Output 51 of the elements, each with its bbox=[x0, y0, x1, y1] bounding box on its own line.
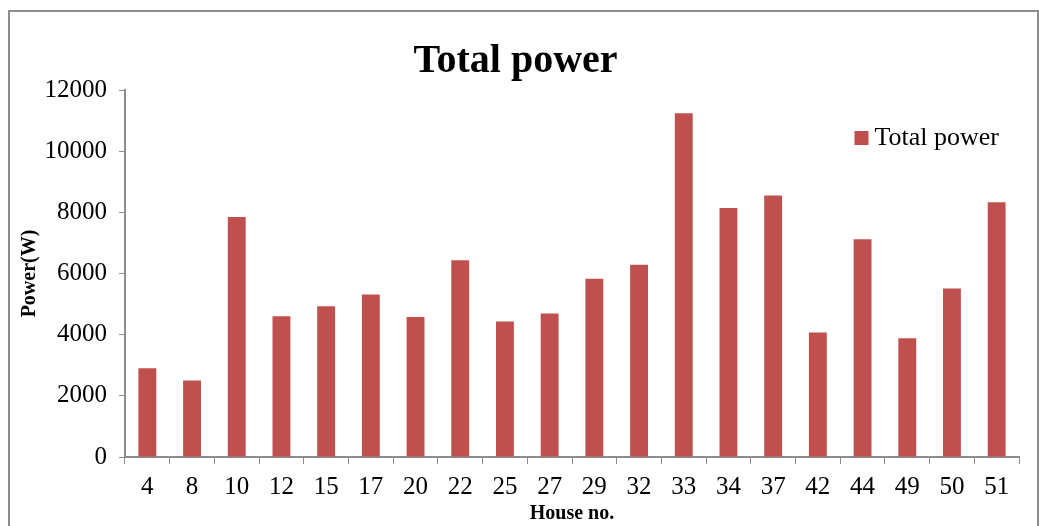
x-tick-label: 12 bbox=[268, 471, 294, 499]
x-tick-label: 50 bbox=[939, 471, 965, 499]
bar bbox=[987, 202, 1006, 457]
chart-title: Total power bbox=[413, 36, 618, 82]
bar bbox=[406, 316, 425, 457]
x-axis-title: House no. bbox=[529, 501, 615, 524]
bar bbox=[496, 321, 514, 457]
x-tick-label: 27 bbox=[537, 471, 563, 499]
x-tick-label: 42 bbox=[805, 471, 831, 499]
x-tick-label: 4 bbox=[141, 471, 155, 499]
x-tick-label: 32 bbox=[626, 471, 652, 499]
bar bbox=[898, 338, 917, 457]
bar bbox=[183, 380, 201, 457]
y-tick-label: 2000 bbox=[57, 380, 107, 408]
x-tick-label: 22 bbox=[447, 471, 473, 499]
y-tick-label: 8000 bbox=[57, 196, 107, 224]
bar bbox=[764, 195, 783, 457]
bar bbox=[853, 239, 872, 457]
x-tick-label: 49 bbox=[894, 471, 920, 499]
bar bbox=[630, 264, 648, 457]
x-tick-label: 44 bbox=[850, 471, 876, 499]
x-tick-label: 15 bbox=[313, 471, 339, 499]
bar bbox=[540, 313, 559, 457]
y-tick-label: 10000 bbox=[44, 135, 107, 163]
legend-label: Total power bbox=[874, 121, 1000, 151]
bar bbox=[317, 306, 336, 457]
x-tick-label: 17 bbox=[358, 471, 384, 499]
bar bbox=[719, 208, 738, 457]
x-tick-label: 25 bbox=[492, 471, 518, 499]
y-tick-label: 0 bbox=[94, 441, 107, 469]
bar bbox=[943, 288, 961, 457]
bar bbox=[451, 260, 470, 457]
x-tick-label: 20 bbox=[403, 471, 429, 499]
x-tick-label: 37 bbox=[760, 471, 786, 499]
bar bbox=[272, 316, 291, 457]
y-tick-label: 12000 bbox=[44, 74, 107, 102]
y-tick-label: 4000 bbox=[57, 319, 107, 347]
bar bbox=[674, 113, 693, 457]
bar bbox=[138, 368, 157, 457]
x-tick-label: 10 bbox=[224, 471, 250, 499]
x-tick-label: 34 bbox=[715, 471, 742, 499]
y-axis-title: Power(W) bbox=[17, 229, 41, 318]
x-tick-label: 33 bbox=[671, 471, 697, 499]
bar bbox=[808, 332, 827, 457]
bar bbox=[361, 294, 380, 457]
y-tick-label: 6000 bbox=[57, 258, 107, 286]
bar bbox=[227, 216, 246, 457]
x-tick-label: 51 bbox=[984, 471, 1010, 499]
x-tick-label: 29 bbox=[581, 471, 607, 499]
x-tick-label: 8 bbox=[185, 471, 199, 499]
bar bbox=[585, 278, 604, 457]
